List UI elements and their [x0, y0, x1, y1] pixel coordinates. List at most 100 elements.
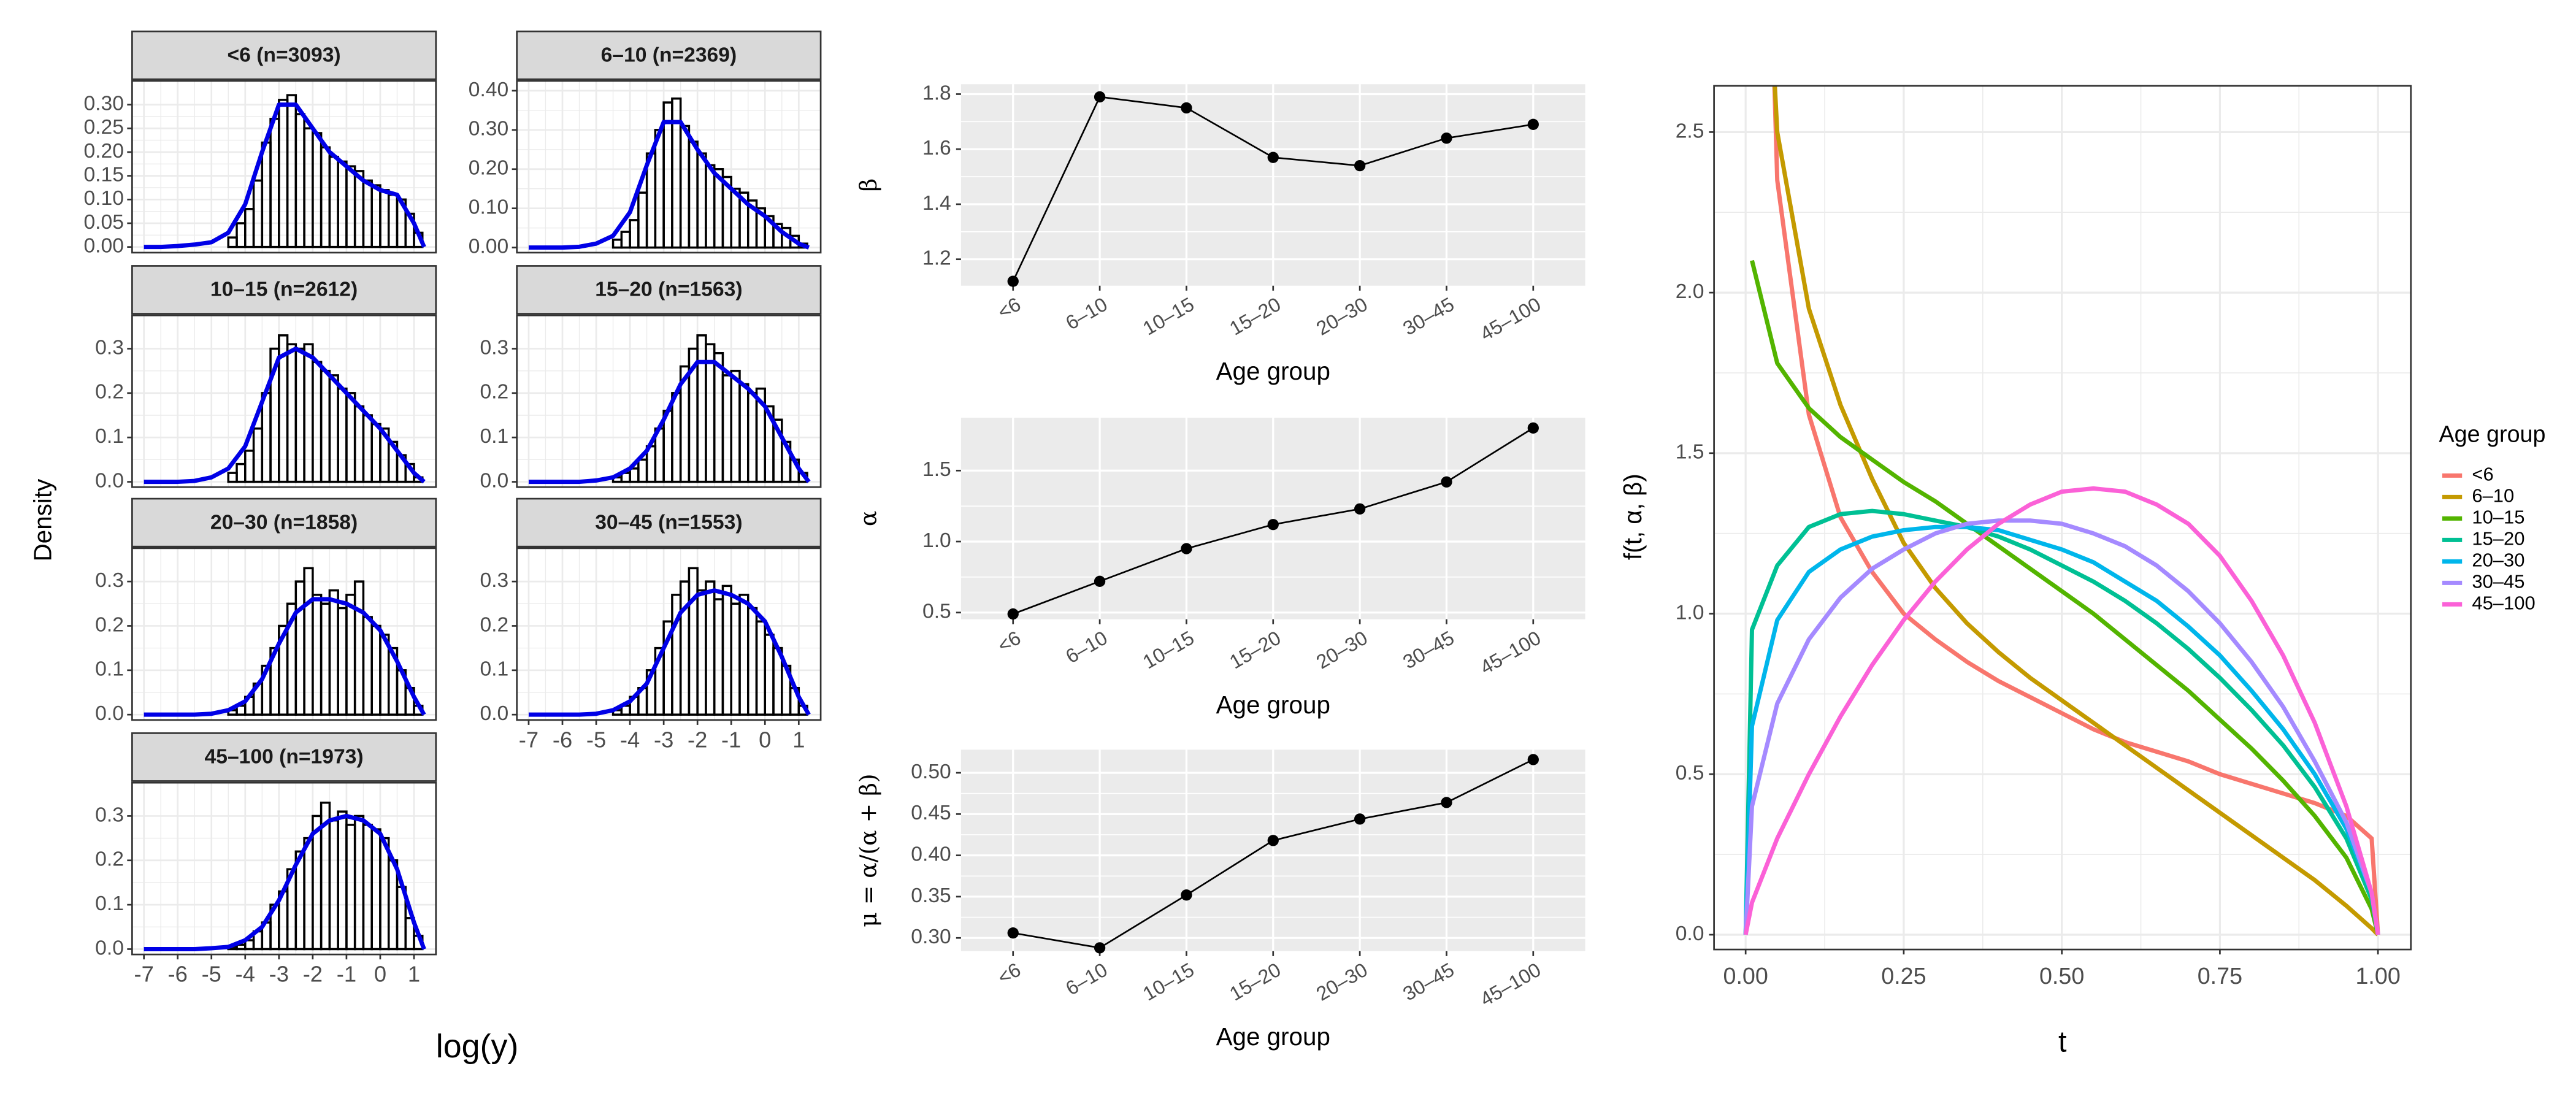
x-tick-label: 6–10	[1062, 959, 1111, 1000]
point	[1007, 608, 1019, 620]
x-tick-label: -1	[337, 962, 356, 987]
y-tick-label: 0.0	[95, 702, 124, 725]
series-line	[1743, 508, 2380, 935]
y-axis-title: Density	[28, 478, 56, 561]
y-tick-label: 0.3	[95, 569, 124, 592]
x-tick-label: 0.50	[2039, 963, 2084, 989]
y-tick-label: 1.6	[922, 137, 951, 159]
point	[1181, 889, 1192, 901]
y-axis-title: f(t, α, β)	[1619, 473, 1647, 560]
y-tick-label: 0.2	[480, 381, 508, 404]
point	[1527, 754, 1539, 765]
y-tick-label: 0.30	[83, 92, 123, 115]
y-tick-label: 0.10	[469, 196, 508, 219]
density-curve	[528, 588, 811, 717]
facet-title: 15–20 (n=1563)	[595, 278, 742, 301]
y-tick-label: 0.3	[95, 336, 124, 359]
x-tick-label: <6	[994, 293, 1024, 324]
y-tick-label: 0.40	[469, 79, 508, 101]
y-tick-label: 0.50	[911, 761, 951, 783]
x-tick-label: 10–15	[1139, 959, 1198, 1005]
point	[1267, 151, 1279, 163]
y-tick-label: 0.45	[911, 802, 951, 824]
x-axis-title: Age group	[1216, 691, 1330, 719]
y-tick-label: 0.40	[911, 843, 951, 866]
y-tick-label: 0.20	[469, 157, 508, 180]
y-axis-title: μ = α/(α + β)	[854, 773, 881, 927]
y-tick-label: 0.1	[95, 425, 124, 448]
point	[1441, 476, 1452, 488]
x-tick-label: 20–30	[1313, 959, 1371, 1005]
legend-label: 20–30	[2472, 550, 2524, 571]
strip	[131, 30, 437, 80]
point	[1527, 422, 1539, 434]
x-tick-label: 1	[792, 727, 805, 752]
panel-border	[131, 80, 437, 254]
series-line	[1743, 486, 2380, 935]
x-tick-label: -2	[303, 962, 323, 987]
y-tick-label: 1.5	[1676, 441, 1704, 464]
point	[1441, 797, 1452, 808]
panel-border	[131, 314, 437, 488]
histogram-bar	[404, 917, 415, 951]
panel-bg	[132, 315, 436, 488]
x-tick-label: 0	[374, 962, 386, 987]
y-tick-label: 0.00	[469, 236, 508, 258]
y-tick-label: 0.2	[95, 613, 124, 636]
strip	[131, 497, 437, 548]
x-tick-label: 0.00	[1723, 963, 1768, 989]
y-tick-label: 0.5	[922, 600, 951, 623]
panel-border	[516, 314, 822, 488]
y-tick-label: 0.20	[83, 140, 123, 163]
y-tick-label: 0.35	[911, 884, 951, 907]
x-tick-label: -6	[168, 962, 188, 987]
y-tick-label: 0.00	[83, 235, 123, 258]
panel-bg	[132, 783, 436, 955]
series-line	[1743, 518, 2380, 935]
y-tick-label: 0.3	[95, 803, 124, 826]
y-tick-label: 0.10	[83, 187, 123, 210]
point	[1354, 159, 1366, 172]
y-tick-label: 1.0	[922, 529, 951, 552]
x-tick-label: -4	[236, 962, 255, 987]
y-tick-label: 0.0	[1676, 922, 1704, 945]
point	[1354, 503, 1366, 515]
strip	[131, 265, 437, 315]
y-tick-label: 0.1	[95, 658, 124, 681]
y-tick-label: 0.0	[480, 469, 508, 492]
point	[1181, 102, 1192, 114]
x-tick-label: -1	[721, 727, 741, 752]
x-tick-label: 20–30	[1313, 627, 1371, 673]
y-tick-label: 0.05	[83, 211, 123, 234]
y-tick-label: 0.3	[480, 336, 508, 359]
point	[1441, 132, 1452, 144]
y-tick-label: 1.8	[922, 82, 951, 104]
y-tick-label: 0.0	[95, 937, 124, 959]
y-tick-label: 0.1	[480, 425, 508, 448]
x-tick-label: 1	[408, 962, 420, 987]
x-tick-label: 1.00	[2355, 963, 2400, 989]
x-tick-label: 20–30	[1313, 293, 1371, 340]
x-tick-label: 15–20	[1226, 293, 1285, 340]
panel-border	[1713, 85, 2412, 951]
point	[1007, 275, 1019, 287]
y-tick-label: 0.3	[480, 569, 508, 592]
x-tick-label: 45–100	[1476, 293, 1544, 345]
legend-label: <6	[2472, 464, 2493, 485]
facet-title: 10–15 (n=2612)	[210, 278, 358, 301]
x-tick-label: -3	[269, 962, 289, 987]
strip	[516, 30, 822, 80]
y-axis-title: β	[854, 178, 881, 192]
x-tick-label: 10–15	[1139, 293, 1198, 340]
y-tick-label: 1.4	[922, 192, 951, 215]
panel-bg	[516, 315, 821, 488]
x-tick-label: 15–20	[1226, 959, 1285, 1005]
series-line	[1750, 259, 2380, 935]
y-tick-label: 0.15	[83, 164, 123, 186]
density-curve	[144, 813, 426, 951]
y-tick-label: 0.2	[95, 848, 124, 871]
panel-border	[516, 547, 822, 721]
strip	[516, 497, 822, 548]
point	[1181, 543, 1192, 554]
